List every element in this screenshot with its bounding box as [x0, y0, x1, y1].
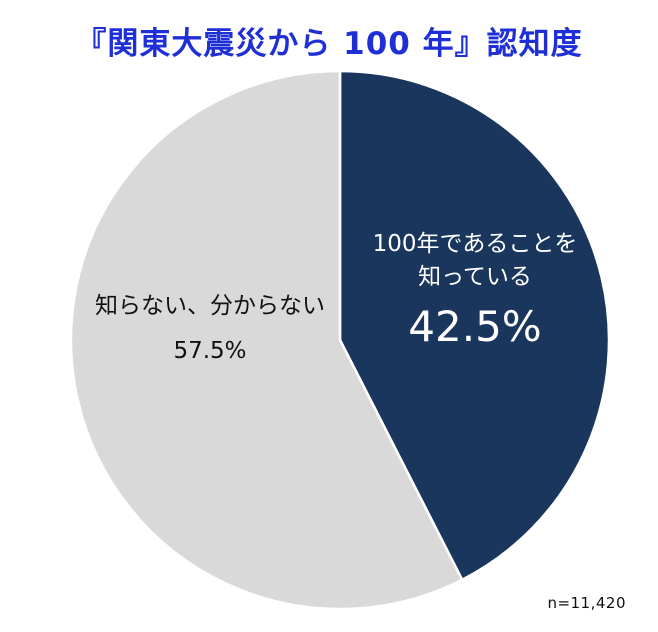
slice-label-unknown-line1: 知らない、分からない	[95, 293, 325, 319]
chart-title: 『関東大震災から 100 年』認知度	[75, 26, 583, 62]
pie-slice-known	[338, 69, 611, 581]
pie-slice-unknown	[69, 69, 464, 611]
slice-label-unknown: 知らない、分からない 57.5%	[70, 290, 350, 369]
slice-value-known: 42.5%	[408, 301, 542, 351]
slice-label-known-line2: 知っている	[418, 264, 532, 291]
slice-label-known-line1: 100年であることを	[372, 231, 578, 257]
pie-slices	[69, 69, 611, 611]
slice-value-unknown: 57.5%	[173, 338, 247, 365]
slice-label-known: 100年であることを 知っている 42.5%	[350, 228, 600, 353]
sample-size-note: n=11,420	[547, 594, 626, 612]
